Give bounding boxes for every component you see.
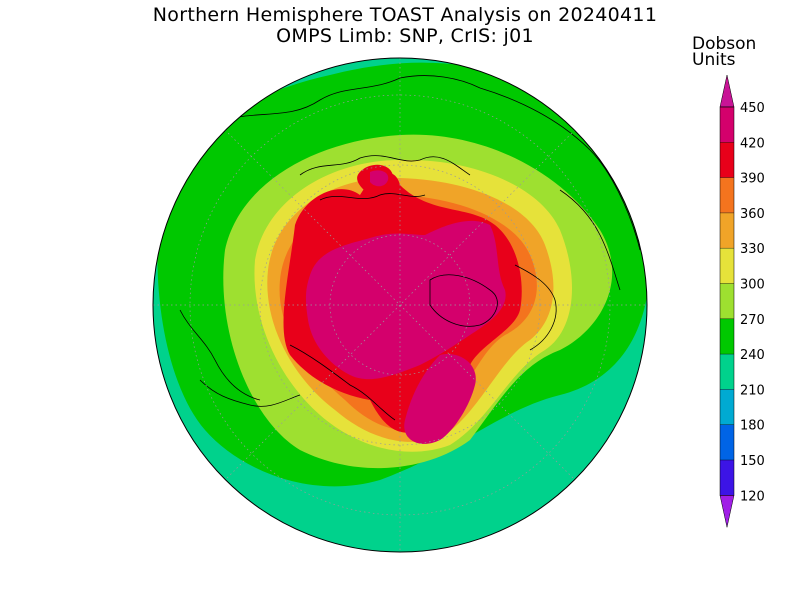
legend-title-dobson: Dobson <box>692 34 757 54</box>
graticule <box>153 58 647 552</box>
legend-band-390 <box>720 177 734 213</box>
legend-label-390: 390 <box>740 172 765 187</box>
legend-top-arrow <box>719 74 735 108</box>
ozone-contour-fill <box>153 58 647 552</box>
map-boundary <box>152 57 648 553</box>
map-title: Northern Hemisphere TOAST Analysis on 20… <box>152 4 658 26</box>
legend-label-420: 420 <box>740 136 765 151</box>
map-subtitle: OMPS Limb: SNP, CrIS: j01 <box>276 25 534 47</box>
legend-band-180 <box>720 424 734 460</box>
legend-label-210: 210 <box>740 383 765 398</box>
contour-450-blob <box>370 170 389 187</box>
legend-band-240 <box>720 354 734 390</box>
legend-label-270: 270 <box>740 313 765 328</box>
legend-label-150: 150 <box>740 454 765 469</box>
legend-band-210 <box>720 389 734 425</box>
legend-label-180: 180 <box>740 419 765 434</box>
legend-label-450: 450 <box>740 101 765 116</box>
legend-band-300 <box>720 283 734 319</box>
legend-band-420 <box>720 142 734 178</box>
legend-band-360 <box>720 212 734 249</box>
legend-band-330 <box>720 248 734 284</box>
legend-label-240: 240 <box>740 348 765 363</box>
legend-band-450 <box>720 107 734 143</box>
legend-bottom-arrow <box>719 495 735 528</box>
legend-label-300: 300 <box>740 278 765 293</box>
legend-band-270 <box>720 318 734 355</box>
legend-label-360: 360 <box>740 207 765 222</box>
legend-title-units: Units <box>692 50 736 70</box>
legend-label-330: 330 <box>740 242 765 257</box>
legend-band-150 <box>720 460 734 496</box>
contour-450-lobe <box>404 354 476 444</box>
legend-label-120: 120 <box>740 489 765 504</box>
coastlines <box>179 75 641 421</box>
